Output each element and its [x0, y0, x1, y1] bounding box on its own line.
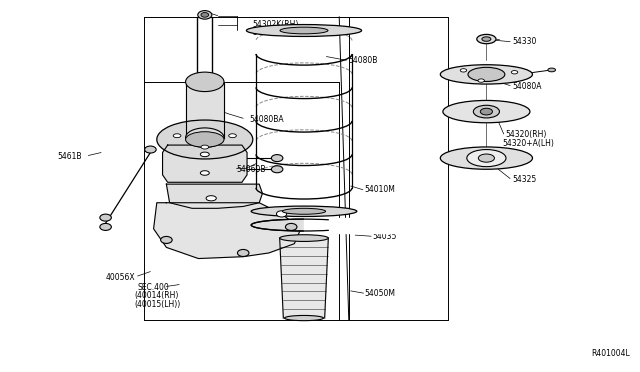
Ellipse shape: [186, 128, 224, 147]
Ellipse shape: [173, 134, 181, 138]
Ellipse shape: [480, 108, 493, 115]
Ellipse shape: [157, 120, 253, 159]
Text: (40015(LH)): (40015(LH)): [134, 300, 180, 309]
Ellipse shape: [285, 224, 297, 230]
Ellipse shape: [468, 67, 505, 81]
Text: 54050M: 54050M: [365, 289, 396, 298]
Ellipse shape: [200, 152, 209, 157]
Ellipse shape: [198, 10, 212, 19]
Ellipse shape: [161, 237, 172, 243]
Text: 54060B: 54060B: [237, 165, 266, 174]
Ellipse shape: [100, 224, 111, 230]
Text: 40056X: 40056X: [106, 273, 135, 282]
Ellipse shape: [282, 208, 326, 214]
Text: 54080A: 54080A: [512, 82, 541, 91]
Polygon shape: [154, 203, 301, 259]
Ellipse shape: [280, 235, 328, 241]
Ellipse shape: [271, 166, 283, 173]
Polygon shape: [163, 145, 247, 182]
Ellipse shape: [201, 145, 209, 149]
Ellipse shape: [478, 154, 495, 162]
Text: (40014(RH): (40014(RH): [134, 291, 179, 300]
Text: 54303K(LH): 54303K(LH): [253, 28, 298, 37]
Ellipse shape: [440, 65, 532, 84]
Ellipse shape: [251, 206, 357, 217]
Ellipse shape: [443, 100, 530, 123]
Ellipse shape: [186, 132, 224, 147]
Ellipse shape: [511, 71, 518, 74]
Ellipse shape: [478, 79, 484, 82]
Ellipse shape: [474, 105, 499, 118]
Ellipse shape: [246, 25, 362, 36]
Polygon shape: [304, 218, 413, 232]
Text: 54302K(RH): 54302K(RH): [253, 20, 299, 29]
Polygon shape: [280, 238, 328, 318]
Ellipse shape: [201, 13, 209, 17]
Text: 54080B: 54080B: [349, 56, 378, 65]
Ellipse shape: [285, 315, 323, 321]
Ellipse shape: [477, 35, 496, 44]
Text: 54320+A(LH): 54320+A(LH): [502, 139, 554, 148]
Text: 54080BA: 54080BA: [250, 115, 284, 124]
Polygon shape: [186, 82, 224, 138]
Ellipse shape: [186, 72, 224, 92]
Ellipse shape: [467, 150, 506, 167]
Ellipse shape: [440, 147, 532, 169]
Ellipse shape: [200, 171, 209, 175]
Text: SEC.400: SEC.400: [138, 283, 170, 292]
Polygon shape: [166, 184, 262, 208]
Ellipse shape: [237, 250, 249, 256]
Ellipse shape: [548, 68, 556, 72]
Ellipse shape: [280, 27, 328, 34]
Ellipse shape: [251, 219, 357, 231]
Text: 54035: 54035: [372, 232, 397, 241]
Text: 54330: 54330: [512, 37, 536, 46]
Text: 5461B: 5461B: [58, 152, 82, 161]
Text: R401004L: R401004L: [591, 349, 630, 358]
Ellipse shape: [228, 134, 236, 138]
Ellipse shape: [482, 37, 491, 41]
Ellipse shape: [145, 146, 156, 153]
Ellipse shape: [460, 69, 467, 72]
Text: 54320(RH): 54320(RH): [506, 130, 547, 139]
Text: 54010M: 54010M: [365, 185, 396, 194]
Text: 54325: 54325: [512, 175, 536, 184]
Ellipse shape: [271, 155, 283, 161]
Ellipse shape: [206, 196, 216, 201]
Ellipse shape: [276, 211, 287, 217]
Ellipse shape: [100, 214, 111, 221]
